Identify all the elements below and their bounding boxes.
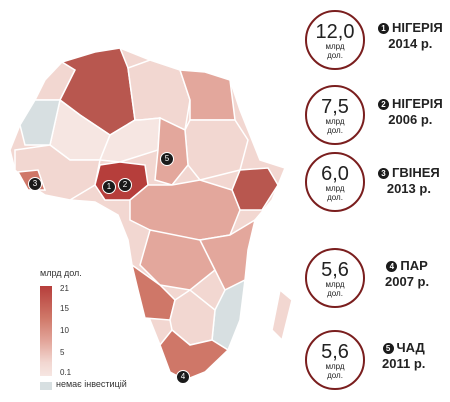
country-name: НІГЕРІЯ: [392, 20, 443, 35]
legend-tick: 10: [60, 326, 69, 335]
year: 2006 р.: [388, 112, 433, 127]
legend: млрд дол. 21 15 10 5 0.1 немає інвестиці…: [40, 268, 150, 398]
year: 2014 р.: [388, 36, 433, 51]
country-name: ЧАД: [396, 340, 425, 355]
ethiopia: [231, 167, 279, 211]
africa-map: [9, 47, 293, 381]
badge-unit-2: дол.: [327, 126, 343, 135]
badge-value: 5,6: [321, 341, 349, 363]
badge-4: 5,6 млрд дол.: [305, 248, 365, 308]
madagascar: [271, 288, 293, 342]
label-3: 3 ГВІНЕЯ 2013 р.: [378, 165, 440, 197]
badge-unit: млрд: [325, 184, 345, 193]
badge-unit: млрд: [325, 362, 345, 371]
legend-color-ramp: [40, 286, 52, 376]
no-data-swatch: [40, 382, 52, 390]
badge-2: 7,5 млрд дол.: [305, 85, 365, 145]
sudan: [184, 119, 249, 181]
legend-tick: 21: [60, 284, 69, 293]
map-marker-4: 4: [176, 370, 190, 384]
year: 2011 р.: [382, 356, 426, 371]
badge-value: 5,6: [321, 259, 349, 281]
label-5: 5 ЧАД 2011 р.: [382, 340, 425, 372]
badge-unit-2: дол.: [327, 193, 343, 202]
south-africa: [159, 328, 230, 381]
badge-3: 6,0 млрд дол.: [305, 152, 365, 212]
number-marker: 5: [382, 343, 394, 355]
no-data-label: немає інвестицій: [56, 379, 127, 389]
legend-tick: 15: [60, 304, 69, 313]
year: 2013 р.: [386, 181, 431, 196]
badge-unit-2: дол.: [327, 51, 343, 60]
legend-title: млрд дол.: [40, 268, 82, 278]
number-marker: 1: [378, 23, 389, 35]
badge-unit: млрд: [325, 117, 345, 126]
label-4: 4 ПАР 2007 р.: [385, 258, 429, 290]
number-marker: 3: [378, 168, 389, 180]
country-name: ГВІНЕЯ: [392, 165, 440, 180]
badge-1: 12,0 млрд дол.: [305, 10, 365, 70]
legend-tick: 0.1: [60, 368, 72, 377]
map-marker-3: 3: [28, 177, 42, 191]
country-name: НІГЕРІЯ: [392, 96, 443, 111]
badge-unit-2: дол.: [327, 371, 343, 380]
number-marker: 4: [386, 261, 398, 273]
mauritania: [19, 99, 61, 146]
map-marker-1: 1: [102, 180, 116, 194]
map-marker-2: 2: [118, 178, 132, 192]
badge-value: 6,0: [321, 163, 349, 185]
badge-unit: млрд: [325, 42, 345, 51]
badge-unit: млрд: [325, 280, 345, 289]
year: 2007 р.: [385, 274, 430, 289]
country-name: ПАР: [400, 258, 428, 273]
label-1: 1 НІГЕРІЯ 2014 р.: [378, 20, 443, 52]
number-marker: 2: [378, 99, 389, 111]
map-marker-5: 5: [160, 152, 174, 166]
badge-value: 7,5: [321, 96, 349, 118]
legend-tick: 5: [60, 348, 65, 357]
badge-value: 12,0: [315, 21, 355, 43]
badge-5: 5,6 млрд дол.: [305, 330, 365, 390]
label-2: 2 НІГЕРІЯ 2006 р.: [378, 96, 443, 128]
badge-unit-2: дол.: [327, 289, 343, 298]
